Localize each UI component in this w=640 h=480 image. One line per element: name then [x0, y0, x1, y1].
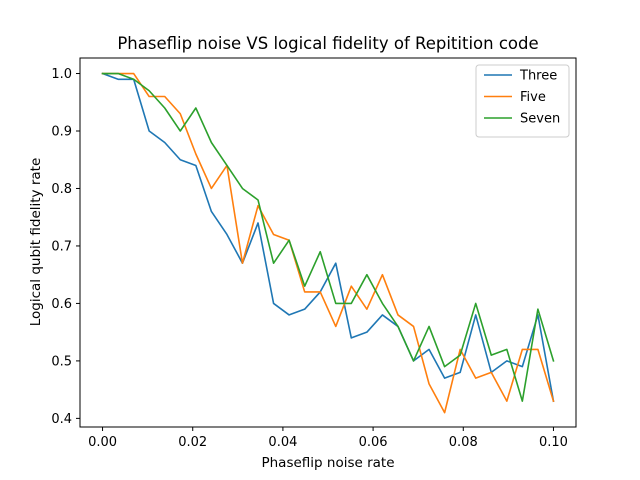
x-tick-label: 0.10 [539, 435, 568, 450]
y-tick-label: 0.7 [51, 239, 72, 254]
legend: Three Five Seven [475, 64, 570, 138]
legend-label-five: Five [520, 90, 546, 105]
x-axis-title: Phaseflip noise rate [261, 455, 394, 471]
y-tick-label: 0.8 [51, 182, 72, 197]
legend-box [475, 64, 570, 138]
y-axis-title: Logical qubit fidelity rate [28, 158, 44, 327]
series-lines [101, 72, 555, 414]
y-tick-label: 0.5 [51, 354, 72, 369]
chart-title: Phaseflip noise VS logical fidelity of R… [117, 34, 538, 53]
x-axis: 0.00 0.02 0.04 0.06 0.08 0.10 [88, 427, 568, 450]
x-tick-label: 0.04 [268, 435, 297, 450]
series-line-seven [101, 72, 555, 402]
x-tick-label: 0.06 [359, 435, 388, 450]
x-tick-label: 0.00 [88, 435, 117, 450]
y-tick-label: 0.4 [51, 412, 72, 427]
y-tick-label: 0.6 [51, 297, 72, 312]
axes-frame [79, 57, 577, 428]
x-tick-label: 0.08 [449, 435, 478, 450]
y-tick-label: 0.9 [51, 124, 72, 139]
legend-label-three: Three [519, 69, 557, 84]
x-tick-label: 0.02 [178, 435, 207, 450]
y-tick-label: 1.0 [51, 67, 72, 82]
legend-label-seven: Seven [520, 112, 560, 127]
series-line-five [101, 72, 555, 414]
y-axis: 0.4 0.5 0.6 0.7 0.8 0.9 1.0 [51, 67, 80, 427]
